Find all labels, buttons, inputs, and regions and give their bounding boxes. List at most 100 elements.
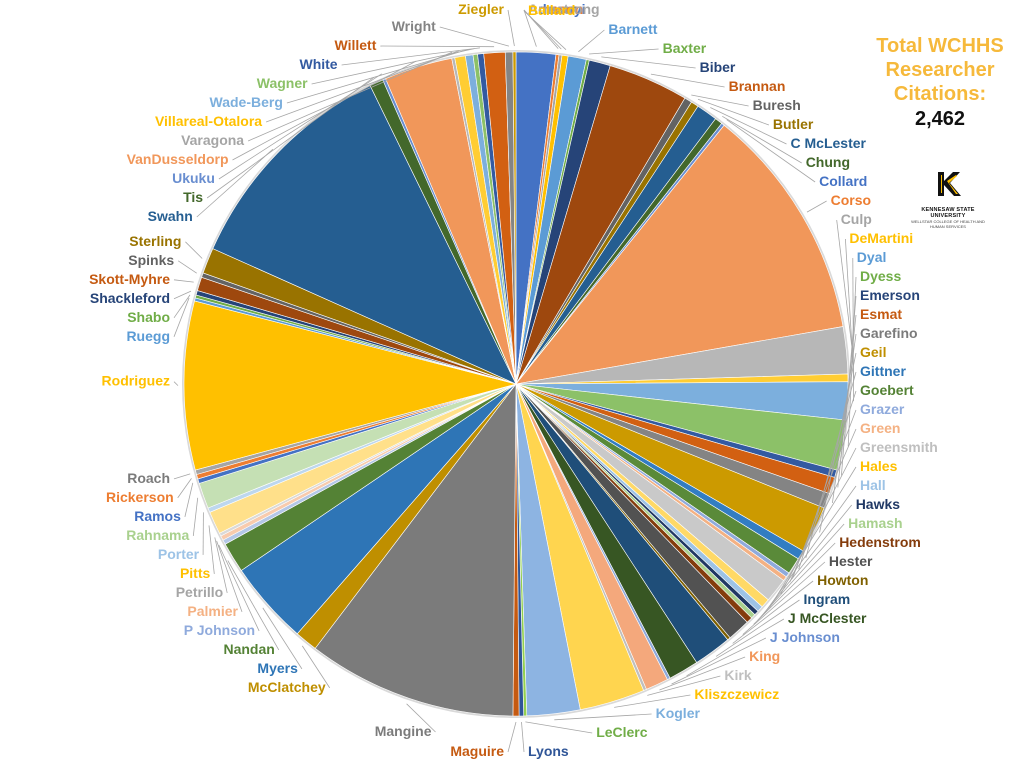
pie-slice-ziegler <box>512 51 517 385</box>
leader-line-kliszczewicz <box>614 694 691 708</box>
slice-label-j-mcclester: J McClester <box>788 610 867 626</box>
leader-line-j-mcclester <box>686 618 785 677</box>
pie-slice-mangine <box>314 383 517 717</box>
slice-label-kliszczewicz: Kliszczewicz <box>694 686 779 702</box>
leader-line-willett <box>380 45 495 48</box>
university-logo: KENNESAW STATE UNIVERSITY WELLSTAR COLLE… <box>904 166 992 229</box>
leader-line-white <box>341 47 481 66</box>
leader-line-mcclatchey <box>301 645 331 689</box>
leader-line-myers <box>262 607 303 670</box>
slice-label-hamash: Hamash <box>848 515 902 531</box>
leader-line-hales <box>769 466 857 608</box>
slice-label-buresh: Buresh <box>753 97 801 113</box>
leader-line-leclerc <box>525 721 593 734</box>
leader-line-buresh <box>691 94 749 107</box>
leader-line-shabo <box>173 294 191 319</box>
slice-label-ukuku: Ukuku <box>172 170 215 186</box>
leader-line-king <box>659 656 746 691</box>
slice-label-roach: Roach <box>127 470 170 486</box>
leader-line-maguire <box>507 721 517 753</box>
slice-label-biber: Biber <box>700 59 736 75</box>
leader-line-gittner <box>805 371 857 559</box>
slice-label-varagona: Varagona <box>181 132 244 148</box>
slice-label-greensmith: Greensmith <box>860 439 938 455</box>
slice-label-shackleford: Shackleford <box>90 290 170 306</box>
slice-label-skott-myhre: Skott-Myhre <box>89 271 170 287</box>
leader-line-nandan <box>227 560 280 651</box>
leader-line-lyons <box>521 721 525 753</box>
slice-label-petrillo: Petrillo <box>176 584 223 600</box>
leader-line-pitts <box>208 525 215 574</box>
slice-label-lyons: Lyons <box>528 743 569 759</box>
leader-line-hamash <box>757 523 845 621</box>
leader-line-rickerson <box>177 478 192 499</box>
slice-label-mcclatchey: McClatchey <box>248 679 326 695</box>
slice-label-ramos: Ramos <box>134 508 181 524</box>
slice-label-tis: Tis <box>183 189 203 205</box>
slice-label-hawks: Hawks <box>856 496 901 512</box>
slice-label-nandan: Nandan <box>223 641 274 657</box>
leader-line-biber <box>601 56 696 69</box>
leader-line-ziegler <box>507 9 515 47</box>
leader-line-hawks <box>760 504 853 618</box>
slice-label-hall: Hall <box>860 477 886 493</box>
slice-label-pitts: Pitts <box>180 565 211 581</box>
leader-lines <box>173 9 857 753</box>
leader-line-ballard <box>523 10 567 50</box>
slice-label-barnett: Barnett <box>608 21 657 37</box>
slice-label-willett: Willett <box>335 37 377 53</box>
slice-label-shabo: Shabo <box>127 309 170 325</box>
slice-label-hales: Hales <box>860 458 898 474</box>
logo-subtitle: WELLSTAR COLLEGE OF HEALTH AND HUMAN SER… <box>911 219 985 229</box>
leader-line-hall <box>764 485 857 614</box>
leader-line-ramos <box>184 482 194 517</box>
leader-line-c-mclester <box>710 107 787 145</box>
slice-label-hester: Hester <box>829 553 873 569</box>
slice-label-rodriguez: Rodriguez <box>102 373 170 389</box>
slice-label-howton: Howton <box>817 572 868 588</box>
leader-line-ingram <box>715 599 800 657</box>
leader-line-barnett <box>578 29 605 53</box>
total-citations-value: 2,462 <box>914 108 966 130</box>
slice-label-emerson: Emerson <box>860 287 920 303</box>
leader-line-kogler <box>554 713 652 721</box>
slice-label-villareal-otalora: Villareal-Otalora <box>155 113 262 129</box>
leader-line-ruegg <box>173 297 190 337</box>
slice-label-dyess: Dyess <box>860 268 901 284</box>
slice-label-amason: Amason <box>528 1 583 17</box>
leader-line-hester <box>742 561 826 635</box>
slice-label-rickerson: Rickerson <box>106 489 174 505</box>
leader-line-palmier <box>216 540 243 613</box>
slice-label-vandusseldorp: VanDusseldorp <box>127 151 229 167</box>
slice-label-wagner: Wagner <box>257 75 308 91</box>
logo-name: KENNESAW STATE UNIVERSITY <box>921 207 975 219</box>
leader-line-howton <box>732 580 814 644</box>
slice-label-palmier: Palmier <box>187 603 238 619</box>
leader-line-culp <box>836 219 853 350</box>
leader-line-p-johnson <box>218 544 260 632</box>
pie-slice-corso <box>515 124 844 385</box>
leader-line-collard <box>726 119 816 183</box>
leader-line-chung <box>722 115 802 164</box>
leader-line-wright <box>439 26 510 47</box>
slice-label-ruegg: Ruegg <box>126 328 170 344</box>
leader-line-skott-myhre <box>173 279 194 283</box>
leader-line-spinks <box>177 260 197 274</box>
slice-label-kogler: Kogler <box>656 705 701 721</box>
leader-line-butler <box>697 98 770 126</box>
leader-line-rodriguez <box>173 381 179 386</box>
slice-label-garefino: Garefino <box>860 325 918 341</box>
ks-emblem-icon <box>930 168 966 200</box>
leader-line-mangine <box>406 703 436 733</box>
slice-label-rahnama: Rahnama <box>126 527 189 543</box>
total-citations-block: Total WCHHS Researcher Citations: 2,462 <box>872 34 1008 132</box>
leader-line-baxter <box>589 48 659 55</box>
slice-label-culp: Culp <box>841 211 872 227</box>
slice-label-hedenstrom: Hedenstrom <box>839 534 921 550</box>
slice-label-gittner: Gittner <box>860 363 906 379</box>
slice-label-chung: Chung <box>806 154 850 170</box>
leader-line-rahnama <box>192 497 199 536</box>
slice-label-j-johnson: J Johnson <box>770 629 840 645</box>
slice-label-kirk: Kirk <box>724 667 751 683</box>
